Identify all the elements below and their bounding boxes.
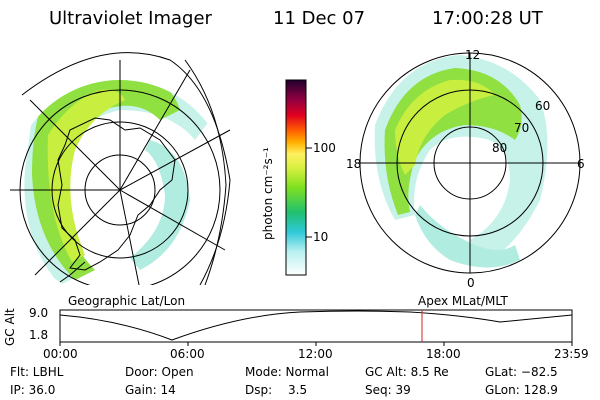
info-glat: GLat: −82.5: [485, 365, 558, 379]
left-limb-arc-outer: [184, 59, 227, 285]
info-filter: Flt: LBHL: [10, 365, 64, 379]
date-label: 11 Dec 07: [273, 8, 366, 29]
left-limb-arc: [21, 52, 231, 285]
left-meridians: [10, 60, 231, 285]
mlt-label-12: 12: [465, 48, 481, 62]
altitude-xticks: [59, 342, 573, 346]
left-emission-teal: [130, 140, 190, 270]
info-dsp-value: 3.5: [288, 383, 308, 397]
mlt-label-18: 18: [346, 157, 362, 171]
colorbar-tick-100: 100: [313, 141, 336, 155]
altitude-xtick-0600: 06:00: [170, 347, 205, 361]
altitude-xtick-0000: 00:00: [43, 347, 78, 361]
mlat-label-60: 60: [535, 99, 551, 113]
altitude-curve: [59, 310, 573, 341]
mlat-label-80: 80: [492, 141, 508, 155]
mlt-label-6: 6: [577, 157, 585, 171]
right-emission-yellowgreen: [395, 79, 495, 175]
time-label: 17:00:28 UT: [432, 8, 543, 29]
colorbar-unit-label: photon cm⁻²s⁻¹: [261, 147, 275, 240]
right-emission-lower: [415, 205, 520, 268]
info-glon: GLon: 128.9: [485, 383, 558, 397]
info-gain: Gain: 14: [125, 383, 176, 397]
info-door: Door: Open: [125, 365, 194, 379]
altitude-ytick-1-8: 1.8: [29, 328, 49, 342]
coastline: [57, 117, 176, 271]
geographic-caption: Geographic Lat/Lon: [68, 294, 186, 308]
colorbar: [285, 79, 312, 276]
mlat-label-70: 70: [514, 121, 530, 135]
altitude-ylabel: GC Alt: [3, 308, 17, 346]
altitude-plot: [59, 309, 573, 346]
geographic-panel: [10, 52, 231, 285]
apex-caption: Apex MLat/MLT: [418, 294, 508, 308]
info-ip: IP: 36.0: [10, 383, 56, 397]
colorbar-tick-10: 10: [313, 230, 329, 244]
altitude-xtick-1200: 12:00: [298, 347, 333, 361]
instrument-title: Ultraviolet Imager: [49, 8, 212, 29]
info-dsp-label: Dsp:: [245, 383, 273, 397]
info-gc-alt: GC Alt: 8.5 Re: [365, 365, 449, 379]
info-mode: Mode: Normal: [245, 365, 329, 379]
left-emission-yellowgreen: [47, 89, 126, 262]
altitude-ytick-9: 9.0: [29, 306, 49, 320]
altitude-xtick-2359: 23:59: [554, 347, 589, 361]
magnetic-panel: [359, 52, 581, 274]
coastline-peninsula: [59, 261, 86, 283]
altitude-xtick-1800: 18:00: [426, 347, 461, 361]
info-seq: Seq: 39: [365, 383, 411, 397]
mlt-label-0: 0: [467, 276, 475, 290]
